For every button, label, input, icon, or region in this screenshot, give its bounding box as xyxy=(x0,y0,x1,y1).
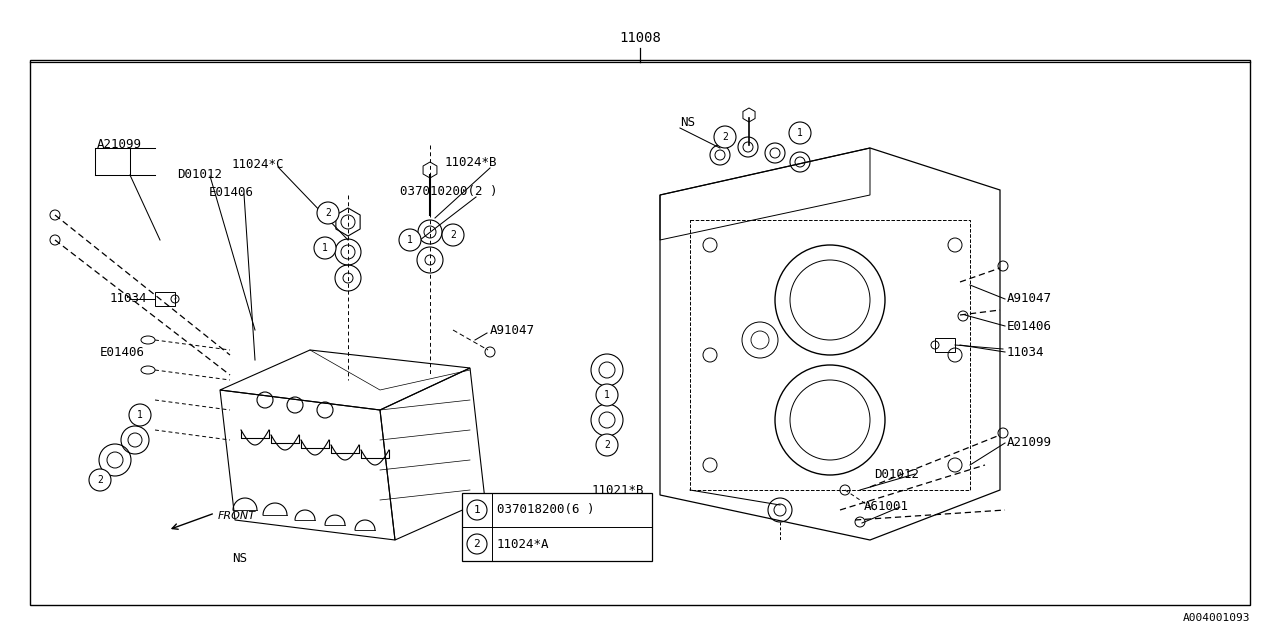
Text: 1: 1 xyxy=(797,128,803,138)
Text: 11021*B: 11021*B xyxy=(591,483,645,497)
Text: 2: 2 xyxy=(474,539,480,549)
Circle shape xyxy=(714,126,736,148)
Circle shape xyxy=(467,500,486,520)
Text: NS: NS xyxy=(680,115,695,129)
Text: 1: 1 xyxy=(137,410,143,420)
Text: 11008: 11008 xyxy=(620,31,660,45)
Text: E01406: E01406 xyxy=(1007,319,1052,333)
Text: 1: 1 xyxy=(407,235,413,245)
Text: 11034: 11034 xyxy=(110,291,147,305)
Text: D01012: D01012 xyxy=(177,168,221,182)
Text: 1: 1 xyxy=(604,390,611,400)
Circle shape xyxy=(314,237,335,259)
Text: E01406: E01406 xyxy=(209,186,253,198)
Text: A61001: A61001 xyxy=(864,500,909,513)
Text: 2: 2 xyxy=(325,208,332,218)
Text: 2: 2 xyxy=(604,440,611,450)
Circle shape xyxy=(399,229,421,251)
Text: 2: 2 xyxy=(97,475,102,485)
Text: A91047: A91047 xyxy=(1007,292,1052,305)
Text: 1: 1 xyxy=(474,505,480,515)
Bar xyxy=(29,60,1251,605)
Circle shape xyxy=(90,469,111,491)
Circle shape xyxy=(596,434,618,456)
Circle shape xyxy=(596,384,618,406)
Text: A004001093: A004001093 xyxy=(1183,613,1251,623)
Text: NS: NS xyxy=(232,552,247,564)
Text: 11024*A: 11024*A xyxy=(497,538,549,550)
Text: A21099: A21099 xyxy=(1007,436,1052,449)
Text: 11024*C: 11024*C xyxy=(232,157,284,170)
Bar xyxy=(155,292,175,306)
Text: D01012: D01012 xyxy=(874,467,919,481)
Bar xyxy=(934,338,955,352)
Text: E01406: E01406 xyxy=(100,346,145,358)
Text: 2: 2 xyxy=(722,132,728,142)
Text: 2: 2 xyxy=(451,230,456,240)
Circle shape xyxy=(442,224,465,246)
Text: 037010200(2 ): 037010200(2 ) xyxy=(399,186,498,198)
Text: 1: 1 xyxy=(323,243,328,253)
Text: FRONT: FRONT xyxy=(218,511,256,521)
Bar xyxy=(462,493,652,561)
Text: 11024*B: 11024*B xyxy=(445,157,498,170)
Circle shape xyxy=(129,404,151,426)
Text: 037018200(6 ): 037018200(6 ) xyxy=(497,504,594,516)
Text: A91047: A91047 xyxy=(490,323,535,337)
Text: A21099: A21099 xyxy=(97,138,142,150)
Text: 11034: 11034 xyxy=(1007,346,1044,358)
Bar xyxy=(690,220,970,490)
Circle shape xyxy=(317,202,339,224)
Circle shape xyxy=(788,122,812,144)
Circle shape xyxy=(467,534,486,554)
